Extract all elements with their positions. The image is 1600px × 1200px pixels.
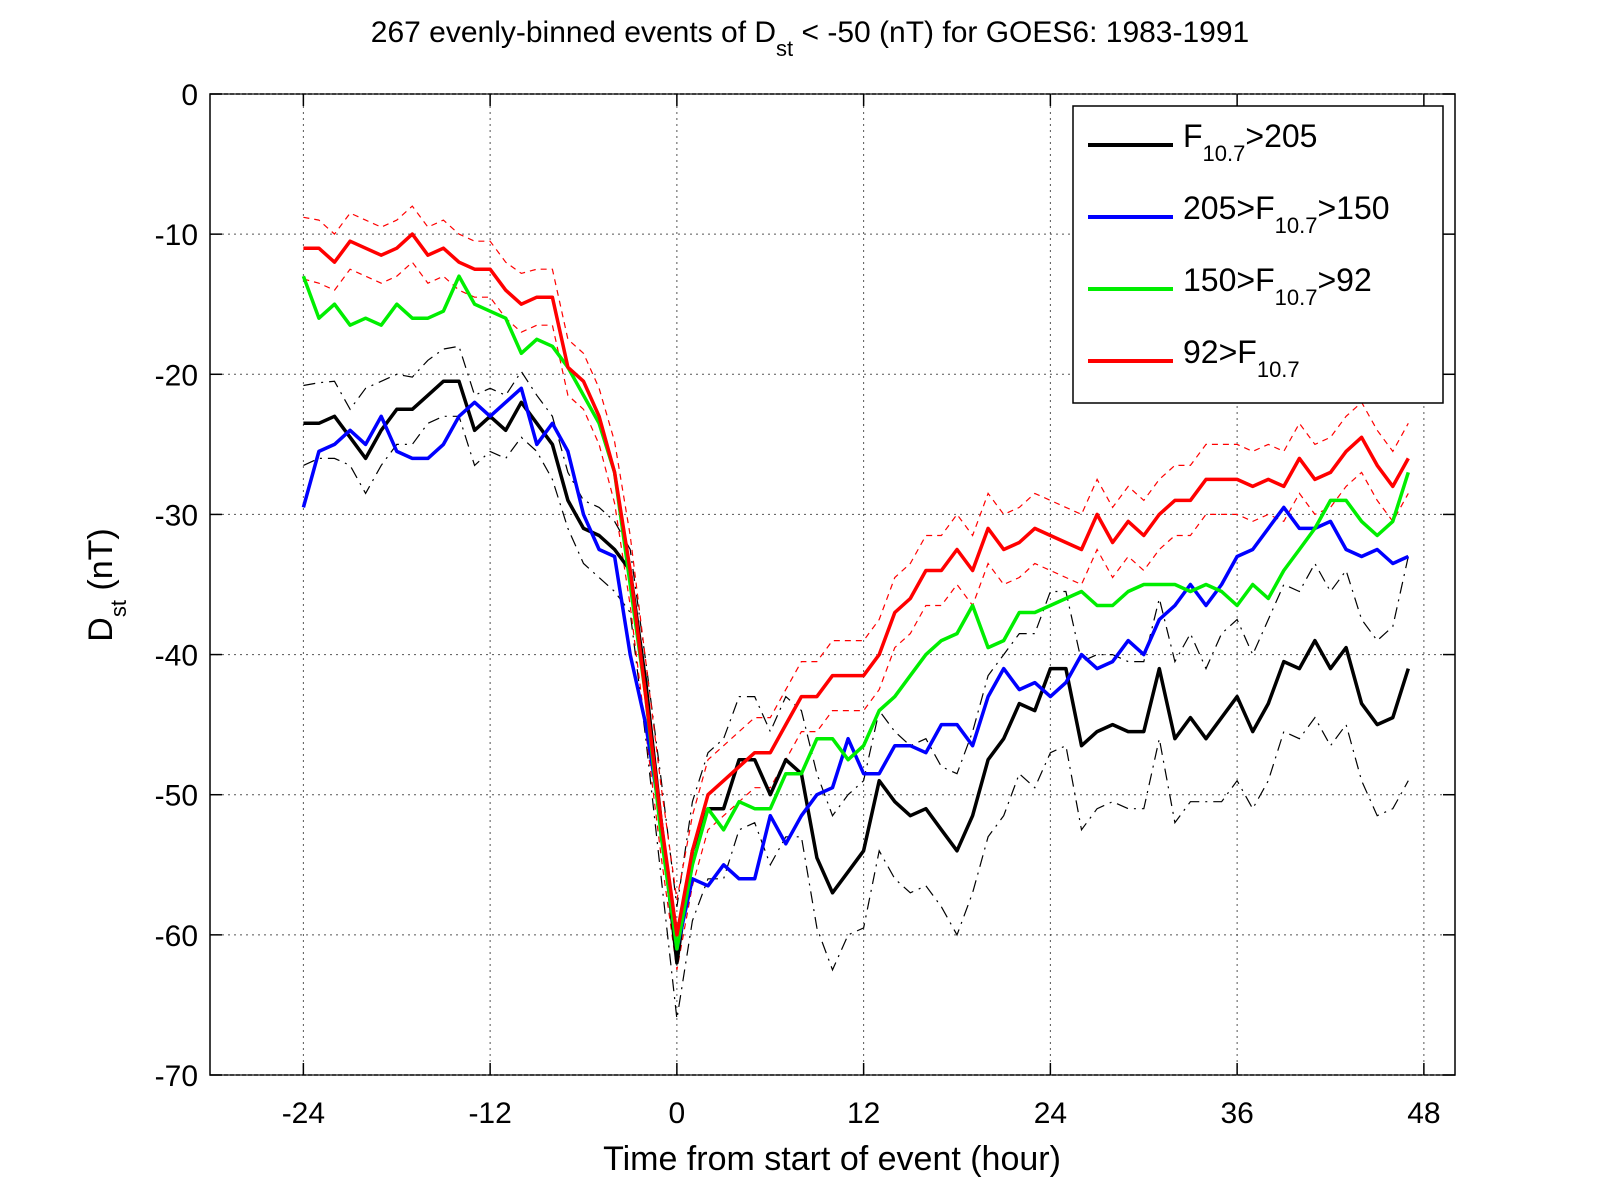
- confidence-bounds: [303, 205, 1409, 1019]
- legend-item: F10.7>205: [1088, 118, 1317, 166]
- y-tick-label: -70: [155, 1060, 198, 1093]
- legend-label: 150>F10.7>92: [1183, 262, 1372, 310]
- x-tick-label: 0: [669, 1097, 686, 1130]
- legend-item: 205>F10.7>150: [1088, 190, 1390, 238]
- series-line-1: [303, 379, 1410, 965]
- legend-box: [1072, 105, 1444, 404]
- bound-line-upper: [303, 345, 1409, 907]
- bound-line-upper: [303, 205, 1409, 900]
- bound-line-lower: [303, 261, 1409, 971]
- y-tick-label: -30: [155, 499, 198, 532]
- y-tick-label: -60: [155, 920, 198, 953]
- chart-title: 267 evenly-binned events of Dst < -50 (n…: [371, 16, 1249, 61]
- y-tick-label: -20: [155, 359, 198, 392]
- y-tick-label: 0: [181, 79, 198, 112]
- y-tick-label: -50: [155, 780, 198, 813]
- series-line-3: [301, 274, 1410, 951]
- x-tick-label: 36: [1220, 1097, 1253, 1130]
- series-line-2: [301, 386, 1410, 951]
- grid-lines: [210, 93, 1455, 1076]
- series-line-4: [303, 232, 1410, 937]
- x-axis-label: Time from start of event (hour): [603, 1140, 1061, 1178]
- series-lines: [301, 232, 1410, 965]
- y-axis-label: Dst (nT): [82, 528, 131, 641]
- x-tick-label: -24: [282, 1097, 325, 1130]
- x-tick-label: -12: [468, 1097, 511, 1130]
- legend-item: 150>F10.7>92: [1088, 262, 1372, 310]
- legend-label: 92>F10.7: [1183, 334, 1300, 382]
- legend: F10.7>205 205>F10.7>150 150>F10.7>92 92>F10…: [1072, 105, 1444, 404]
- y-tick-label: -10: [155, 219, 198, 252]
- legend-item: 92>F10.7: [1088, 334, 1300, 382]
- y-tick-label: -40: [155, 640, 198, 673]
- x-tick-label: 24: [1034, 1097, 1067, 1130]
- axis-ticks: -24 -12 0 12 24 36 48 0 -10 -20 -30 -40 -50 -60 -70: [155, 79, 1455, 1130]
- legend-label: 205>F10.7>150: [1183, 190, 1390, 238]
- x-tick-label: 48: [1407, 1097, 1440, 1130]
- legend-label: F10.7>205: [1183, 118, 1317, 166]
- x-tick-label: 12: [847, 1097, 880, 1130]
